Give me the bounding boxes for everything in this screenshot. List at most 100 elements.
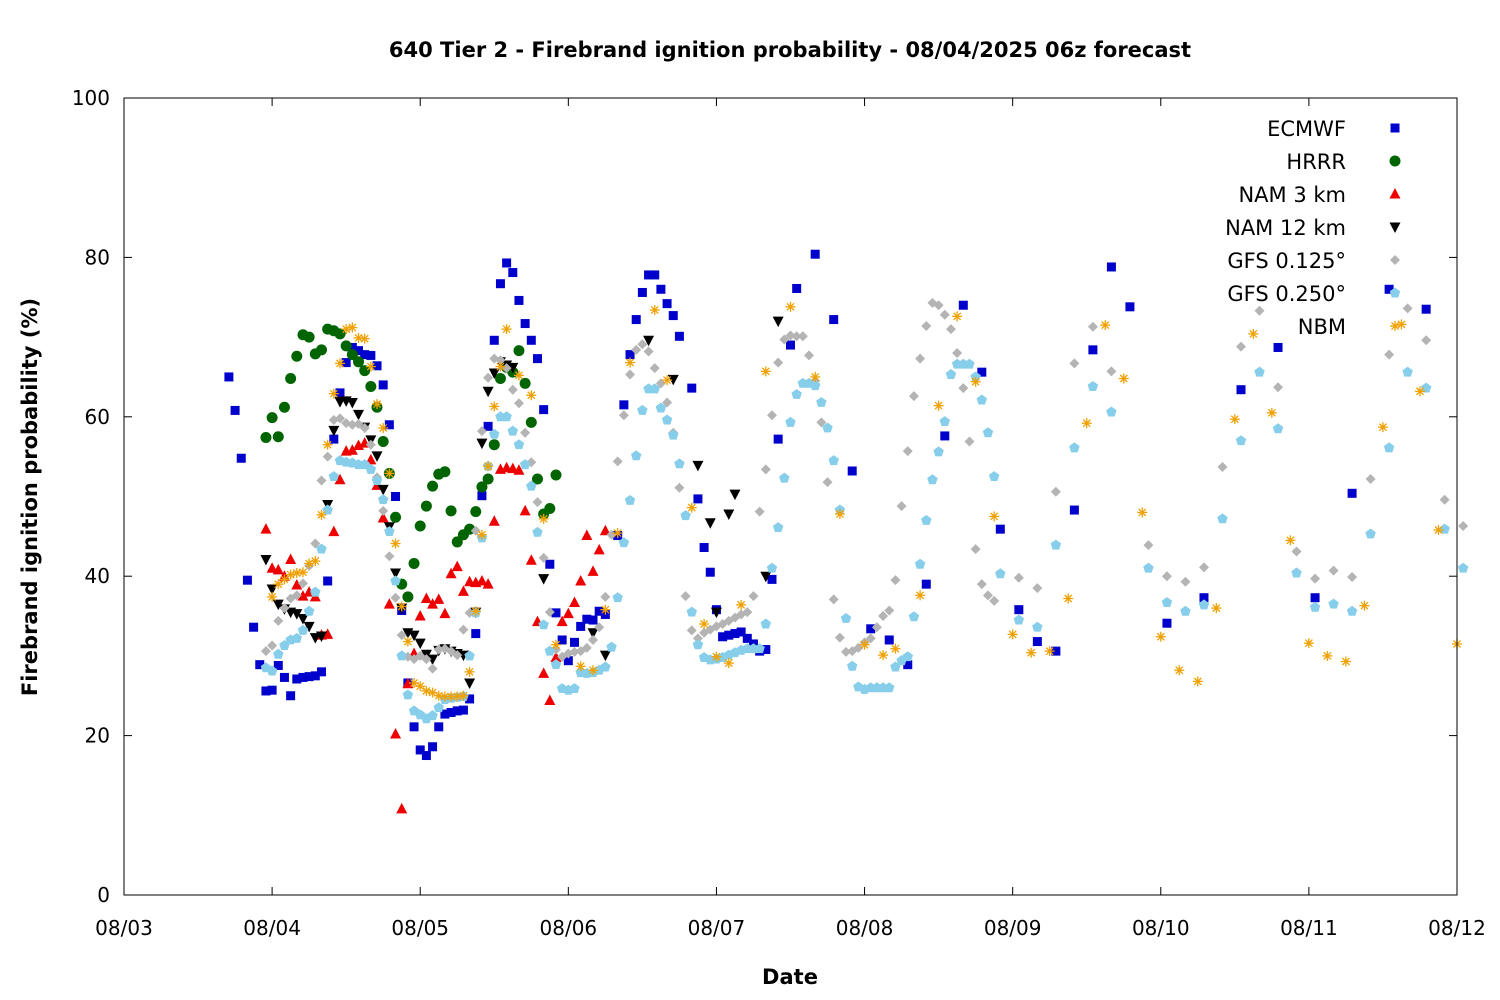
point-gfs-0-125 [612, 456, 623, 467]
point-gfs-0-125 [1198, 562, 1209, 573]
point-nbm [495, 361, 506, 372]
point-gfs-0-250 [649, 383, 660, 394]
point-gfs-0-125 [982, 590, 993, 601]
point-gfs-0-250 [1346, 605, 1358, 616]
point-hrrr [285, 373, 297, 385]
point-nam-12-km [309, 633, 321, 644]
point-nbm [1137, 507, 1148, 518]
point-gfs-0-125 [680, 591, 691, 602]
point-ecmwf [903, 660, 913, 670]
point-gfs-0-250 [612, 592, 623, 603]
point-nbm [1155, 631, 1166, 642]
point-nbm [1118, 373, 1129, 384]
y-axis: 0 20 40 60 80 100 [72, 86, 1457, 907]
point-ecmwf [415, 745, 425, 755]
point-gfs-0-125 [501, 363, 512, 374]
point-gfs-0-125 [1161, 571, 1172, 582]
point-ecmwf [786, 340, 795, 350]
point-hrrr [346, 349, 358, 361]
point-gfs-0-125 [470, 525, 481, 536]
point-ecmwf [267, 685, 277, 695]
point-nbm [1063, 593, 1074, 604]
legend-label-ecmwf: ECMWF [1267, 117, 1346, 141]
point-ecmwf [1088, 345, 1098, 355]
point-ecmwf [773, 434, 783, 444]
point-nbm [267, 591, 278, 602]
point-ecmwf [471, 629, 481, 639]
point-nam-12-km [587, 628, 599, 639]
point-hrrr [439, 466, 451, 478]
point-nam-12-km [710, 607, 722, 619]
point-gfs-0-125 [939, 309, 950, 320]
point-gfs-0-250 [501, 411, 512, 422]
point-ecmwf [588, 615, 598, 625]
point-gfs-0-250 [1235, 435, 1247, 446]
point-ecmwf [736, 627, 746, 637]
point-nbm [341, 324, 352, 335]
point-gfs-0-125 [1180, 576, 1191, 587]
point-nam-12-km [346, 397, 358, 409]
point-ecmwf [1199, 593, 1209, 603]
point-gfs-0-125 [347, 419, 358, 430]
point-ecmwf [718, 632, 728, 642]
point-gfs-0-250 [310, 586, 321, 597]
point-ecmwf [230, 405, 240, 415]
point-ecmwf [594, 606, 604, 616]
point-nbm [1266, 407, 1277, 418]
point-ecmwf [570, 637, 580, 647]
point-gfs-0-250 [297, 624, 309, 635]
data-points [224, 249, 1469, 814]
point-gfs-0-125 [797, 331, 808, 342]
point-nam-12-km [482, 386, 494, 398]
point-gfs-0-250 [371, 475, 383, 486]
point-nbm [402, 636, 413, 647]
point-nam-3-km [544, 694, 556, 706]
point-ecmwf [298, 672, 308, 682]
point-gfs-0-250 [1457, 562, 1469, 573]
point-nam-3-km [507, 462, 519, 474]
point-gfs-0-250 [809, 380, 821, 391]
point-nam-12-km [315, 631, 327, 642]
x-tick-label: 08/06 [540, 916, 598, 940]
point-gfs-0-125 [791, 331, 802, 342]
point-nbm [1248, 328, 1259, 339]
point-gfs-0-125 [1458, 520, 1469, 531]
point-gfs-0-125 [378, 505, 389, 516]
point-gfs-0-125 [884, 605, 895, 616]
point-hrrr [272, 431, 284, 443]
point-gfs-0-250 [772, 522, 784, 533]
legend-marker-hrrr [1389, 155, 1401, 167]
point-nam-3-km [482, 578, 494, 589]
point-gfs-0-125 [773, 357, 784, 368]
point-gfs-0-250 [489, 428, 500, 439]
point-nbm [915, 590, 926, 601]
point-ecmwf [273, 660, 283, 670]
point-ecmwf [520, 319, 530, 329]
point-gfs-0-250 [1402, 366, 1413, 377]
point-nam-3-km [420, 592, 432, 604]
point-gfs-0-250 [303, 605, 315, 616]
point-nam-3-km [297, 590, 309, 601]
x-axis-label: Date [762, 965, 818, 989]
chart-title: 640 Tier 2 - Firebrand ignition probabil… [389, 38, 1191, 62]
point-gfs-0-250 [550, 659, 562, 670]
point-gfs-0-125 [686, 625, 697, 636]
point-hrrr [266, 412, 278, 424]
legend-label-hrrr: HRRR [1286, 150, 1346, 174]
point-nam-3-km [587, 565, 599, 576]
point-gfs-0-125 [1217, 462, 1228, 473]
point-nam-3-km [575, 574, 587, 586]
point-gfs-0-125 [1384, 349, 1395, 360]
point-gfs-0-125 [513, 398, 524, 409]
point-nam-12-km [377, 484, 389, 496]
point-gfs-0-125 [1439, 494, 1450, 505]
point-gfs-0-250 [976, 394, 988, 405]
point-hrrr [291, 350, 303, 362]
point-nbm [415, 681, 426, 692]
point-gfs-0-250 [945, 369, 957, 380]
point-ecmwf [1125, 302, 1135, 312]
point-nam-12-km [488, 368, 500, 379]
point-gfs-0-250 [686, 606, 697, 617]
